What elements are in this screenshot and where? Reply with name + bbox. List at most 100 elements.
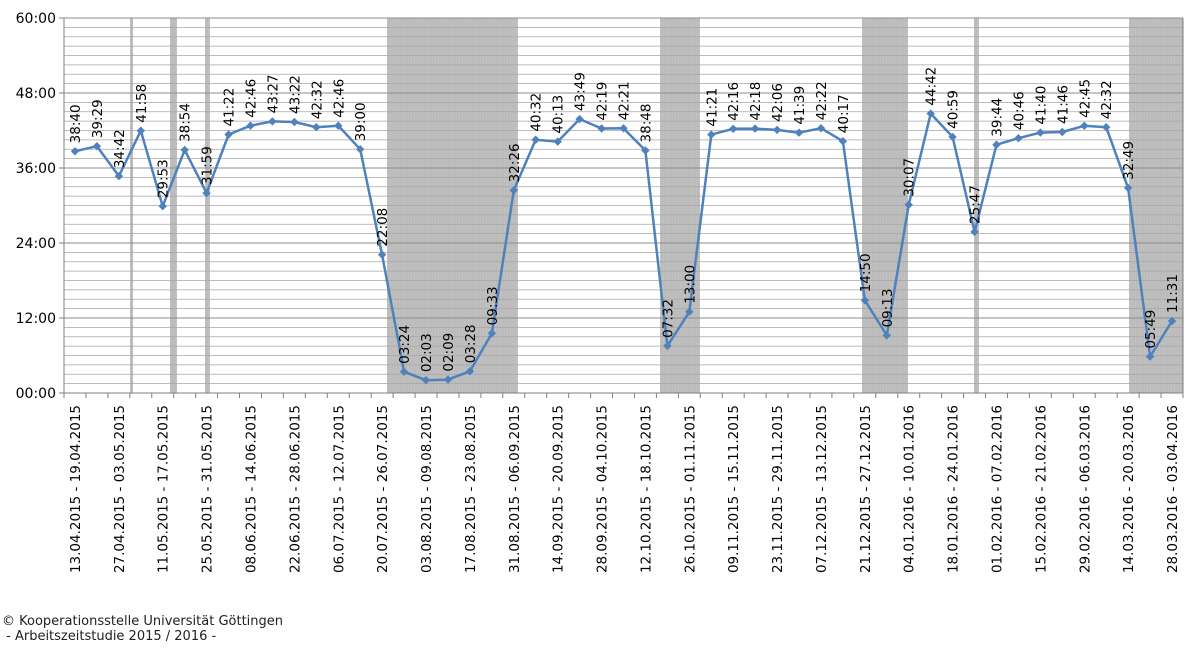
data-label: 40:17 [836,94,852,133]
x-tick-label: 07.12.2015 - 13.12.2015 [814,405,830,573]
data-label: 42:46 [331,79,347,118]
data-label: 09:33 [485,286,501,325]
data-label: 43:27 [265,74,281,113]
data-point [312,123,321,132]
y-tick-label: 12:00 [16,311,56,327]
x-tick-label: 29.02.2016 - 06.03.2016 [1077,405,1093,573]
data-point [729,124,738,133]
x-tick-label: 14.03.2016 - 20.03.2016 [1121,405,1137,573]
data-label: 38:48 [638,104,654,143]
y-tick-label: 24:00 [16,236,56,252]
data-point [1036,128,1045,137]
x-axis-tick-labels: 13.04.2015 - 19.04.2015 27.04.2015 - 03.0… [68,405,1181,573]
data-point [509,186,518,195]
data-label: 39:00 [353,102,369,141]
data-label: 34:42 [112,129,128,168]
copyright-line-2: - Arbeitszeitstudie 2015 / 2016 - [2,629,217,644]
y-tick-label: 36:00 [16,161,56,177]
data-point [356,145,365,154]
data-point [1014,134,1023,143]
data-point [707,130,716,139]
data-point [597,124,606,133]
data-label: 02:09 [441,333,457,372]
data-point [465,367,475,376]
data-point [443,375,453,384]
data-label: 42:45 [1077,79,1093,118]
data-label: 42:18 [748,82,764,121]
x-tick-label: 27.04.2015 - 03.05.2015 [112,405,128,573]
data-point [860,296,870,305]
data-label: 40:59 [946,90,962,129]
data-point [772,125,782,135]
data-point [619,124,628,133]
data-point [1167,316,1177,326]
data-point [290,117,299,127]
data-label: 29:53 [156,159,172,198]
data-label: 41:39 [792,86,808,125]
y-tick-label: 60:00 [16,11,56,27]
data-label: 11:31 [1165,274,1181,313]
x-tick-label: 28.03.2016 - 03.04.2016 [1165,405,1181,573]
x-tick-label: 13.04.2015 - 19.04.2015 [68,405,84,573]
data-point [531,135,540,144]
data-point [70,147,80,156]
data-label: 03:28 [463,324,479,363]
data-point [1123,183,1133,193]
data-point [1080,121,1089,130]
data-label: 02:03 [419,333,435,372]
data-point [926,109,935,118]
data-label: 42:46 [244,79,260,118]
x-tick-label: 22.06.2015 - 28.06.2015 [287,405,303,573]
x-tick-label: 26.10.2015 - 01.11.2015 [682,405,698,573]
data-label: 13:00 [682,265,698,304]
data-point [224,130,233,139]
data-point [553,137,562,146]
data-point [1058,127,1067,137]
x-tick-label: 04.01.2016 - 10.01.2016 [902,405,918,573]
data-label: 41:58 [134,84,150,123]
data-label: 38:54 [178,103,194,142]
data-label: 07:32 [660,299,676,338]
data-point [114,171,124,181]
x-tick-label: 12.10.2015 - 18.10.2015 [638,405,654,573]
data-label: 05:49 [1143,310,1159,349]
data-label: 32:26 [507,143,523,182]
data-point [794,128,804,137]
x-tick-label: 08.06.2015 - 14.06.2015 [244,405,260,573]
data-point [948,132,957,142]
data-point [1145,352,1155,361]
x-tick-label: 25.05.2015 - 31.05.2015 [200,405,216,573]
data-point [92,142,102,151]
data-point [180,145,189,155]
data-label: 42:21 [617,81,633,120]
series-working-hours [70,109,1177,385]
data-point [246,121,255,130]
data-label: 39:44 [989,98,1005,137]
data-label: 30:07 [902,158,918,197]
data-label: 14:50 [858,253,874,292]
data-point [158,202,167,211]
data-point [904,200,913,209]
data-point [663,341,672,351]
x-tick-label: 20.07.2015 - 26.07.2015 [375,405,391,573]
data-label: 42:06 [770,83,786,122]
x-tick-label: 23.11.2015 - 29.11.2015 [770,405,786,573]
copyright-line-1: © Kooperationsstelle Universität Götting… [2,614,284,629]
x-tick-label: 06.07.2015 - 12.07.2015 [331,405,347,573]
data-label: 09:13 [880,288,896,327]
data-label: 40:32 [529,93,545,132]
x-tick-label: 14.09.2015 - 20.09.2015 [551,405,567,573]
data-point [685,307,694,316]
data-label: 42:32 [1099,80,1115,119]
y-axis-tick-labels: 00:00 12:00 24:00 36:00 48:00 60:00 [16,11,56,402]
data-point [641,146,650,155]
data-labels: 38:40 39:29 34:42 41:58 29:53 38:54 31:59 41:22… [68,67,1181,372]
x-tick-label: 17.08.2015 - 23.08.2015 [463,405,479,573]
data-label: 42:22 [814,81,830,120]
data-label: 43:49 [573,72,589,111]
x-tick-label: 28.09.2015 - 04.10.2015 [595,405,611,573]
data-label: 41:21 [704,88,720,127]
data-label: 44:42 [924,67,940,106]
x-tick-label: 01.02.2016 - 07.02.2016 [990,405,1006,573]
data-label: 03:24 [397,325,413,364]
